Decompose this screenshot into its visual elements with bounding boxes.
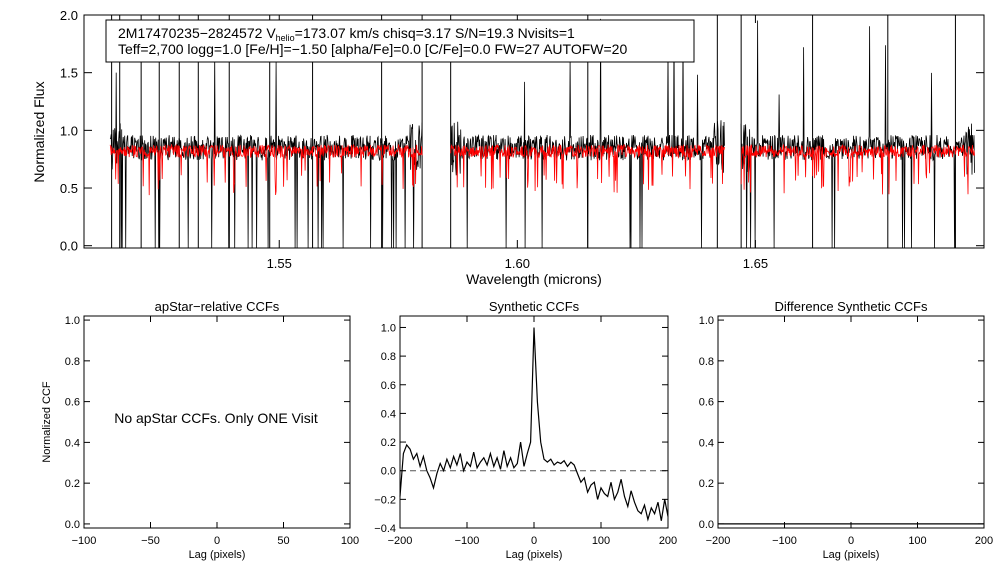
- synthetic-ccf-x-tick-label: 200: [659, 535, 677, 547]
- apstar-ccf-y-tick-label: 0.6: [65, 397, 80, 409]
- model-spectrum-line: [740, 143, 975, 195]
- difference-ccf-panel: Difference Synthetic CCFs 0.00.20.40.60.…: [699, 299, 993, 561]
- synthetic-ccf-x-axis-title: Lag (pixels): [506, 549, 563, 561]
- synthetic-ccf-y-tick-label: 0.2: [381, 437, 396, 449]
- spectrum-x-tick-label: 1.65: [743, 256, 768, 271]
- synthetic-ccf-y-tick-label: −0.2: [374, 494, 396, 506]
- synthetic-ccf-y-tick-label: 0.4: [381, 408, 396, 420]
- observed-spectrum-line: [109, 53, 423, 249]
- spectrum-y-axis-title: Normalized Flux: [31, 81, 47, 182]
- spectrum-x-ticks: 1.55 1.60 1.65: [267, 15, 768, 271]
- synthetic-ccf-y-tick-label: −0.4: [374, 523, 396, 535]
- synthetic-ccf-panel: Synthetic CCFs −0.4 −0.2 0.0 0.2 0.4 0.6 0.8 1.…: [374, 299, 677, 561]
- difference-ccf-x-tick-label: −200: [706, 535, 731, 547]
- legend-line-1-rest: =173.07 km/s chisq=3.17 S/N=19.3 Nvisits…: [295, 25, 575, 41]
- synthetic-ccf-y-tick-label: 0.8: [381, 351, 396, 363]
- synthetic-ccf-title: Synthetic CCFs: [489, 299, 580, 314]
- difference-ccf-x-tick-label: 100: [908, 535, 926, 547]
- difference-ccf-y-tick-label: 0.0: [699, 519, 714, 531]
- spectrum-legend-box: 2M17470235−2824572 Vhelio=173.07 km/s ch…: [105, 19, 695, 63]
- difference-ccf-x-tick-label: 0: [848, 535, 854, 547]
- apstar-ccf-x-tick-label: 50: [277, 535, 289, 547]
- spectrum-y-tick-label: 1.5: [60, 66, 78, 81]
- model-spectrum-line: [450, 143, 725, 193]
- model-spectrum-series: [109, 143, 975, 196]
- synthetic-ccf-x-tick-label: 0: [531, 535, 537, 547]
- synthetic-ccf-frame: [399, 315, 669, 529]
- difference-ccf-y-tick-label: 0.4: [699, 437, 714, 449]
- difference-ccf-title: Difference Synthetic CCFs: [775, 299, 928, 314]
- difference-ccf-y-tick-label: 0.6: [699, 397, 714, 409]
- observed-spectrum-line: [740, 20, 975, 249]
- legend-frame: [105, 19, 695, 63]
- synthetic-ccf-series: [399, 327, 669, 522]
- spectrum-plot-frame: [83, 14, 985, 249]
- apstar-ccf-x-tick-label: 0: [214, 535, 220, 547]
- apstar-ccf-y-tick-label: 0.0: [65, 519, 80, 531]
- apstar-ccf-panel: apStar−relative CCFs 0.00.20.40.60.81.0 …: [41, 299, 359, 561]
- legend-v-prefix: V: [266, 25, 276, 41]
- synthetic-ccf-line: [399, 327, 669, 522]
- difference-ccf-x-tick-label: 200: [975, 535, 993, 547]
- apstar-ccf-y-tick-label: 0.2: [65, 478, 80, 490]
- synthetic-ccf-x-tick-label: 100: [592, 535, 610, 547]
- spectrum-x-axis-title: Wavelength (microns): [466, 271, 602, 287]
- spectrum-x-tick-label: 1.60: [505, 256, 530, 271]
- spectrum-y-tick-label: 2.0: [60, 8, 78, 23]
- apstar-ccf-title: apStar−relative CCFs: [155, 299, 280, 314]
- apstar-ccf-y-axis-title: Normalized CCF: [41, 381, 53, 463]
- legend-line-1: 2M17470235−2824572 Vhelio=173.07 km/s ch…: [118, 25, 575, 43]
- apstar-ccf-x-tick-label: −100: [72, 535, 97, 547]
- difference-ccf-y-tick-label: 1.0: [699, 315, 714, 327]
- synthetic-ccf-x-tick-label: −100: [455, 535, 480, 547]
- spectrum-y-tick-label: 0.5: [60, 181, 78, 196]
- model-spectrum-line: [109, 143, 423, 196]
- synthetic-ccf-x-tick-label: −200: [388, 535, 413, 547]
- difference-ccf-y-tick-label: 0.8: [699, 356, 714, 368]
- apstar-ccf-x-tick-label: 100: [341, 535, 359, 547]
- apstar-ccf-y-tick-label: 0.4: [65, 437, 80, 449]
- difference-ccf-x-axis-title: Lag (pixels): [823, 549, 880, 561]
- spectrum-x-tick-label: 1.55: [267, 256, 292, 271]
- apstar-ccf-note: No apStar CCFs. Only ONE Visit: [114, 410, 318, 426]
- difference-ccf-x-tick-label: −100: [772, 535, 797, 547]
- spectrum-panel: 0.0 0.5 1.0 1.5 2.0 1.55 1.60 1.65 2M17470235−…: [31, 8, 985, 287]
- apstar-ccf-y-ticks: 0.0 0.2 0.4 0.6 0.8 1.0: [65, 315, 350, 531]
- legend-line-2: Teff=2,700 logg=1.0 [Fe/H]=−1.50 [alpha/…: [118, 41, 627, 57]
- synthetic-ccf-y-ticks: −0.4 −0.2 0.0 0.2 0.4 0.6 0.8 1.0: [374, 322, 668, 535]
- apstar-ccf-x-tick-label: −50: [141, 535, 160, 547]
- spectrum-y-tick-label: 1.0: [60, 123, 78, 138]
- difference-ccf-y-tick-label: 0.2: [699, 478, 714, 490]
- spectrum-y-ticks: 0.0 0.5 1.0 1.5 2.0: [60, 8, 984, 254]
- difference-ccf-x-ticks: −200 −100 0 100 200: [706, 316, 993, 547]
- synthetic-ccf-x-ticks: −200 −100 0 100 200: [388, 316, 677, 547]
- difference-ccf-frame: [717, 315, 985, 529]
- difference-ccf-y-ticks: 0.0 0.2 0.4 0.6 0.8 1.0: [699, 315, 984, 531]
- legend-v-subscript: helio: [276, 33, 295, 43]
- apstar-ccf-x-axis-title: Lag (pixels): [189, 549, 246, 561]
- apstar-ccf-x-ticks: −100 −50 0 50 100: [72, 316, 359, 547]
- apstar-ccf-y-tick-label: 0.8: [65, 356, 80, 368]
- synthetic-ccf-y-tick-label: 0.6: [381, 380, 396, 392]
- synthetic-ccf-y-tick-label: 0.0: [381, 466, 396, 478]
- apstar-ccf-y-tick-label: 1.0: [65, 315, 80, 327]
- synthetic-ccf-y-tick-label: 1.0: [381, 322, 396, 334]
- spectrum-y-tick-label: 0.0: [60, 239, 78, 254]
- legend-star-id: 2M17470235−2824572: [118, 25, 263, 41]
